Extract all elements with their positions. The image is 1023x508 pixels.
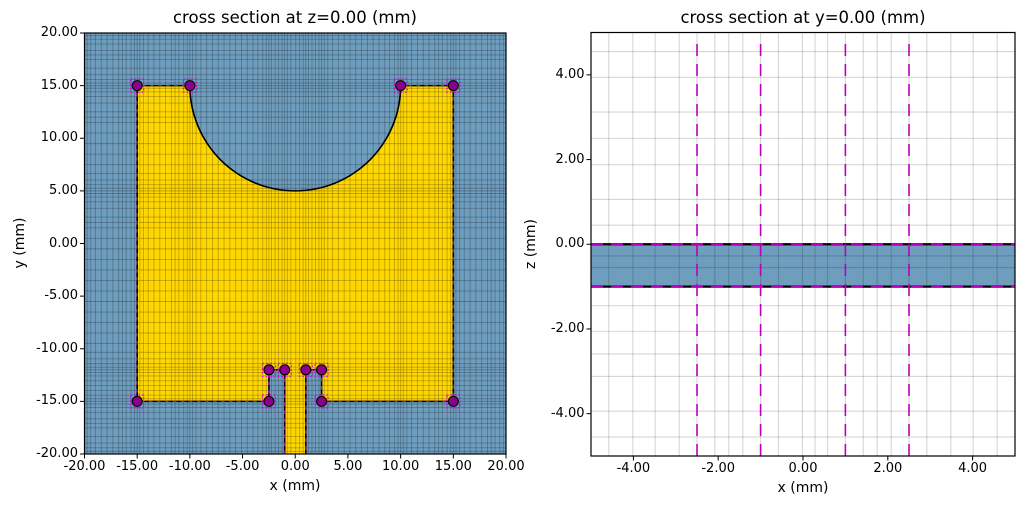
left-y-tick-label: -20.00 [36, 446, 78, 461]
left-y-tick-label: 5.00 [49, 182, 78, 198]
vertex-dot [184, 80, 196, 92]
left-plot [80, 32, 507, 459]
left-plot-mesh-lines [84, 32, 507, 455]
left-y-tick-label: -10.00 [36, 340, 78, 356]
right-plot-title: cross section at y=0.00 (mm) [680, 8, 926, 27]
vertex-markers [130, 78, 461, 409]
vertex-dot [131, 80, 143, 92]
vertex-box [314, 362, 329, 377]
right-x-axis-label: x (mm) [777, 480, 829, 496]
vertex-dot [300, 364, 312, 376]
metal-outline [136, 84, 455, 454]
left-x-tick-label: 20.00 [487, 459, 525, 474]
vertex-dot [263, 364, 275, 376]
vertex-box [393, 78, 408, 93]
right-y-tick-label: 0.00 [555, 236, 585, 252]
vertex-box [130, 78, 145, 93]
vertex-dot [316, 395, 328, 407]
vertex-box [314, 394, 329, 409]
left-plot-title: cross section at z=0.00 (mm) [172, 8, 417, 27]
right-x-tick-label: 2.00 [873, 461, 903, 476]
right-plot-ticks [586, 74, 974, 461]
right-x-tick-label: 4.00 [958, 461, 988, 476]
left-x-axis-label: x (mm) [269, 478, 321, 494]
left-x-tick-label: 15.00 [434, 459, 472, 474]
left-y-tick-label: 15.00 [40, 77, 78, 93]
vertex-box [446, 394, 461, 409]
right-y-tick-label: -4.00 [550, 405, 585, 421]
left-y-tick-label: -5.00 [44, 288, 78, 304]
left-x-tick-label: 5.00 [333, 459, 363, 474]
left-x-tick-label: -15.00 [116, 459, 159, 474]
right-x-tick-label: -2.00 [701, 461, 735, 476]
vertex-box [277, 362, 292, 377]
right-y-tick-label: 2.00 [555, 151, 585, 167]
left-y-tick-label: 10.00 [40, 130, 78, 146]
left-plot-ticks [80, 32, 507, 459]
right-y-tick-label: -2.00 [550, 320, 585, 336]
vertex-dot [263, 395, 275, 407]
left-x-tick-label: -10.00 [168, 459, 211, 474]
right-x-tick-label: 0.00 [788, 461, 818, 476]
right-y-tick-label: 4.00 [555, 66, 585, 82]
left-y-tick-label: -15.00 [36, 393, 78, 409]
vertex-box [261, 362, 277, 377]
vertex-box [261, 394, 277, 409]
vertex-dot [316, 364, 328, 376]
metal-patch-shape [137, 85, 454, 454]
left-x-tick-label: -5.00 [225, 459, 260, 474]
vertex-box [446, 78, 461, 93]
vertex-dot [279, 364, 291, 376]
left-y-tick-label: 0.00 [49, 235, 78, 251]
substrate-band [591, 244, 1015, 287]
left-x-tick-label: -20.00 [63, 459, 106, 474]
left-x-tick-label: 10.00 [382, 459, 420, 474]
vertex-dot [395, 80, 407, 92]
right-x-tick-label: -4.00 [616, 461, 651, 476]
right-plot [586, 31, 1016, 461]
vertex-dot [447, 80, 459, 92]
vertex-box [298, 362, 313, 377]
left-y-tick-label: 20.00 [40, 25, 78, 40]
vertex-box [130, 394, 145, 409]
left-x-tick-label: 0.00 [280, 459, 310, 474]
vertex-dot [131, 395, 143, 407]
vertex-box [182, 78, 197, 93]
vertex-dot [447, 395, 459, 407]
